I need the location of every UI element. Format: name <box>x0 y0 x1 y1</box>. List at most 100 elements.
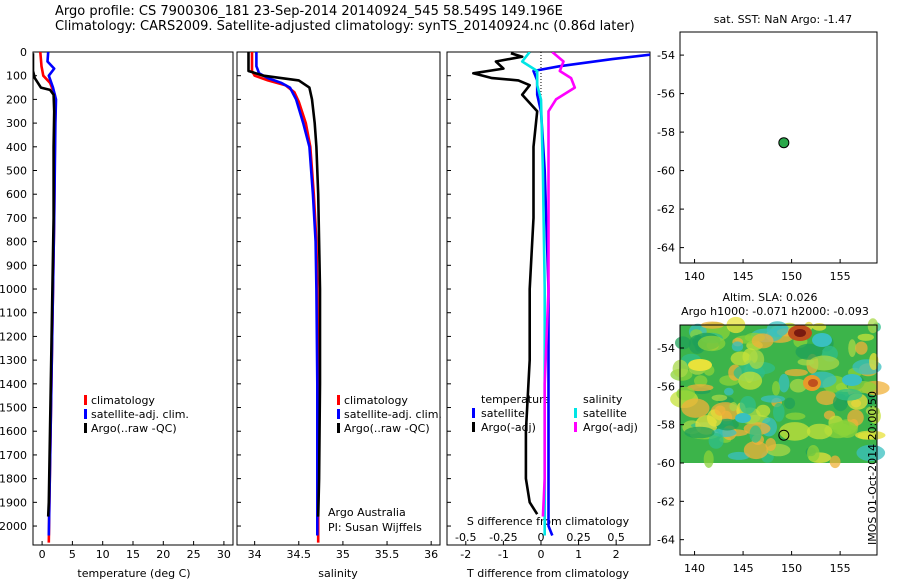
salinity-xtick-label: 34 <box>248 548 262 561</box>
salinity-xtick-label: 35.5 <box>375 548 400 561</box>
imos-timestamp: IMOS 01-Oct-2014 20:00:50 <box>866 390 879 545</box>
sal-legend-argo: Argo(..raw -QC) <box>344 422 430 435</box>
sdiff-tick-label: 0.5 <box>607 531 625 544</box>
temp-legend-swatch <box>84 423 87 433</box>
map_sla-argo-position <box>778 429 790 441</box>
salinity-series-line <box>247 52 322 517</box>
depth-tick-label: 1400 <box>0 378 27 391</box>
sal-legend-swatch <box>337 409 340 419</box>
diff-legend-swatch <box>574 422 577 432</box>
depth-tick-label: 400 <box>6 141 27 154</box>
map_sla-xtick-label: 155 <box>830 562 851 575</box>
salinity-frame <box>236 51 441 546</box>
map_sst-frame <box>679 31 878 264</box>
temperature-xtick-label: 25 <box>187 548 201 561</box>
depth-tick-label: 100 <box>6 70 27 83</box>
sdiff-tick-label: 0.25 <box>566 531 591 544</box>
title-line-1: Argo profile: CS 7900306_181 23-Sep-2014… <box>55 4 563 19</box>
map_sst-argo-position <box>778 137 790 149</box>
map_sla-ytick-label: -56 <box>657 380 675 393</box>
map_sst-xtick-label: 145 <box>733 270 754 283</box>
map_sst-xtick-label: 140 <box>684 270 705 283</box>
sal-annotation-org: Argo Australia <box>328 506 406 519</box>
sal-legend-swatch <box>337 423 340 433</box>
difference-series-line <box>541 52 577 517</box>
depth-tick-label: 600 <box>6 188 27 201</box>
depth-tick-label: 1800 <box>0 473 27 486</box>
sal-annotation-pi: PI: Susan Wijffels <box>328 521 422 534</box>
difference-series-line <box>471 52 539 515</box>
depth-tick-label: 1200 <box>0 330 27 343</box>
difference-xtick-label: -2 <box>460 548 471 561</box>
map_sla-frame <box>679 324 878 556</box>
sdiff-tick-label: -0.25 <box>489 531 517 544</box>
sla-map-title: Altim. SLA: 0.026 <box>722 291 817 304</box>
temperature-series-line <box>33 53 56 517</box>
temp-legend-swatch <box>84 409 87 419</box>
map_sst-ytick-label: -54 <box>657 49 675 62</box>
salinity-xtick-label: 35 <box>336 548 350 561</box>
map_sst-ytick-label: -64 <box>657 242 675 255</box>
temperature-xtick-label: 20 <box>156 548 170 561</box>
diff-legend-swatch <box>472 422 475 432</box>
sal-legend-climatology: climatology <box>344 394 408 407</box>
map_sla-xtick-label: 140 <box>684 562 705 575</box>
map_sst-ytick-label: -60 <box>657 165 675 178</box>
depth-tick-label: 500 <box>6 165 27 178</box>
depth-tick-label: 900 <box>6 259 27 272</box>
salinity-series-line <box>255 52 319 536</box>
map_sla-xtick-label: 145 <box>733 562 754 575</box>
map_sst-xtick-label: 155 <box>830 270 851 283</box>
diff-legend-temp-argo: Argo(-adj) <box>481 421 536 434</box>
map_sla-ytick-label: -54 <box>657 342 675 355</box>
salinity-xtick-label: 34.5 <box>287 548 312 561</box>
depth-tick-label: 300 <box>6 117 27 130</box>
temp-legend-swatch <box>84 395 87 405</box>
map_sla-ytick-label: -62 <box>657 495 675 508</box>
temperature-xtick-label: 0 <box>39 548 46 561</box>
temperature-xlabel: temperature (deg C) <box>77 567 190 580</box>
diff-legend-sal-argo: Argo(-adj) <box>583 421 638 434</box>
sst-map-title: sat. SST: NaN Argo: -1.47 <box>714 13 852 26</box>
map_sst-ytick-label: -56 <box>657 88 675 101</box>
diff-xlabel: T difference from climatology <box>466 567 629 580</box>
temperature-xtick-label: 30 <box>217 548 231 561</box>
diff-legend-temp-title: temperature <box>481 393 550 406</box>
salinity-xtick-label: 36 <box>424 548 438 561</box>
depth-tick-label: 200 <box>6 93 27 106</box>
map_sla-xtick-label: 150 <box>781 562 802 575</box>
diff-legend-sal-title: salinity <box>583 393 623 406</box>
sla-map-subtitle: Argo h1000: -0.071 h2000: -0.093 <box>681 305 869 318</box>
depth-tick-label: 2000 <box>0 520 27 533</box>
depth-tick-label: 1500 <box>0 402 27 415</box>
map_sst-xtick-label: 150 <box>781 270 802 283</box>
depth-tick-label: 1900 <box>0 496 27 509</box>
map_sla-ytick-label: -58 <box>657 419 675 432</box>
depth-tick-label: 800 <box>6 236 27 249</box>
temp-legend-climatology: climatology <box>91 394 155 407</box>
temperature-xtick-label: 5 <box>69 548 76 561</box>
difference-frame <box>446 51 651 546</box>
sdiff-tick-label: -0.5 <box>455 531 476 544</box>
diff-legend-swatch <box>472 408 475 418</box>
diff-legend-swatch <box>574 408 577 418</box>
temp-legend-satellite: satellite-adj. clim. <box>91 408 189 421</box>
difference-xtick-label: 2 <box>613 548 620 561</box>
temperature-frame <box>32 51 234 546</box>
depth-tick-label: 1100 <box>0 307 27 320</box>
map_sla-ytick-label: -60 <box>657 457 675 470</box>
map_sst-ytick-label: -58 <box>657 126 675 139</box>
sdiff-tick-label: 0 <box>537 531 544 544</box>
diff-legend-sal-satellite: satellite <box>583 407 627 420</box>
temperature-xtick-label: 15 <box>126 548 140 561</box>
depth-tick-label: 0 <box>20 46 27 59</box>
depth-tick-label: 1300 <box>0 354 27 367</box>
salinity-series-line <box>250 52 320 543</box>
title-line-2: Climatology: CARS2009. Satellite-adjuste… <box>55 19 635 34</box>
difference-xtick-label: 1 <box>575 548 582 561</box>
temp-legend-argo: Argo(..raw -QC) <box>91 422 177 435</box>
temperature-xtick-label: 10 <box>96 548 110 561</box>
map_sst-ytick-label: -62 <box>657 203 675 216</box>
sal-legend-swatch <box>337 395 340 405</box>
depth-tick-label: 1600 <box>0 425 27 438</box>
